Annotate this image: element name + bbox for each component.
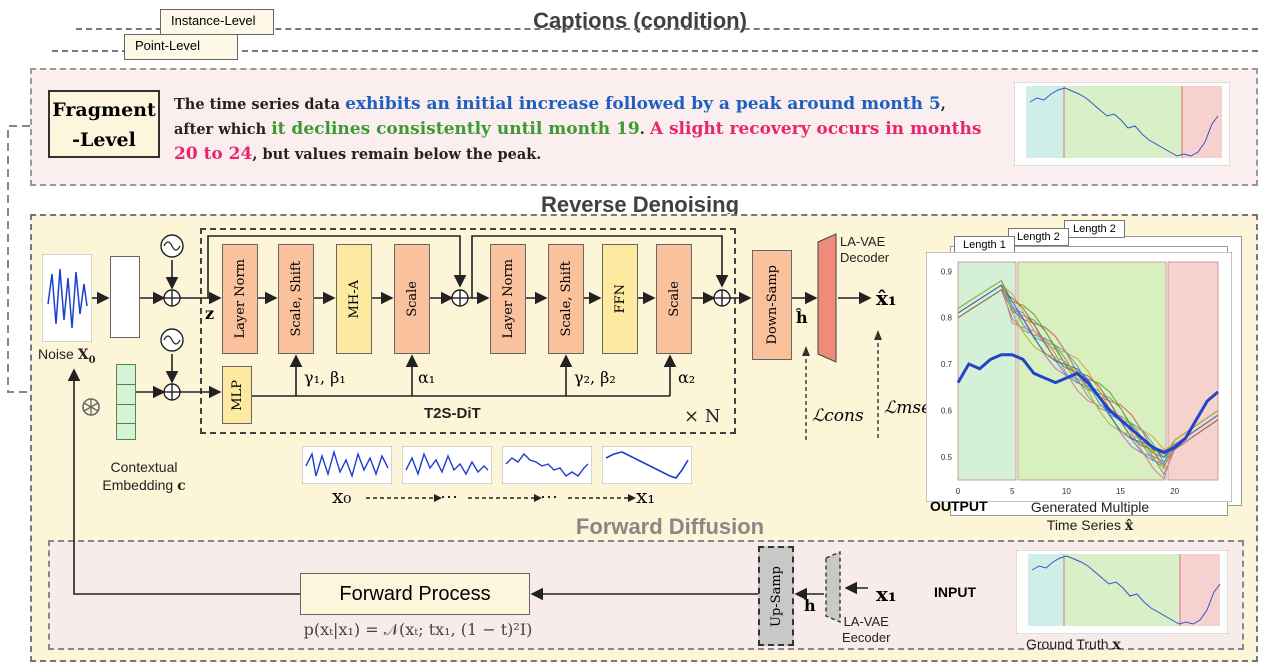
gamma-beta-2-label: γ₂, β₂ [574,368,616,387]
scale-2-block: Scale [656,244,692,354]
scale-shift-1-block: Scale, Shift [278,244,314,354]
point-level-tab: Point-Level [124,34,238,60]
highlighted-series-line [956,353,1219,454]
x0-step-label: x₀ [332,484,352,508]
scale-shift-2-block: Scale, Shift [548,244,584,354]
forward-process-block: Forward Process [300,573,530,615]
contextual-embedding-vector [116,364,136,440]
caption-part-1: The time series data [174,96,346,113]
denoise-thumb-2 [402,446,492,484]
contextual-embedding-label: Contextual Embedding c [102,459,186,494]
noise-label: Noise X0 [38,346,96,366]
x-tick-label: 5 [1010,487,1015,496]
loss-cons-label: ℒcons [812,406,864,426]
length-1-tab: Length 1 [954,236,1015,254]
mlp-block: MLP [222,366,252,424]
y-tick-label: 0.7 [941,360,953,369]
h-label: h [804,596,816,615]
instance-level-line [76,28,1258,30]
generated-series-line [957,284,1219,459]
caption-mini-chart [1014,82,1230,166]
forward-wires [67,368,868,624]
ground-truth-series-line [1031,555,1221,625]
loss-mse-label: ℒmse [884,398,932,418]
length-2b-tab: Length 2 [1064,220,1125,238]
down-samp-block: Down-Samp [752,250,792,360]
x1-step-label: x₁ [636,484,656,508]
denoise-thumb-4 [602,446,692,484]
point-level-line [52,50,1258,52]
alpha-1-label: α₁ [418,368,436,387]
patchify-block [110,256,140,338]
reverse-denoising-title: Reverse Denoising [540,192,740,217]
y-tick-label: 0.6 [941,406,953,415]
caption-series-line [1029,87,1219,157]
alpha-2-label: α₂ [678,368,696,387]
caption-part-6: A slight recovery occurs in months 20 to… [174,119,982,164]
noise-thumbnail [42,254,92,342]
x1-input-label: x₁ [876,582,897,606]
x-tick-label: 15 [1116,487,1125,496]
forward-diffusion-title: Forward Diffusion [575,514,765,539]
ground-truth-chart [1016,550,1228,634]
h-hat-label: ĥ [796,308,808,327]
x-tick-label: 0 [956,487,961,496]
encoder-label: LA-VAE Eecoder [842,614,891,645]
up-samp-block: Up-Samp [758,546,794,646]
openai-icon [82,398,100,416]
denoise-thumb-3 [502,446,592,484]
gamma-beta-1-label: γ₁, β₁ [304,368,346,387]
fragment-level-label: Fragment -Level [48,90,160,158]
caption-part-2: exhibits an initial increase followed by… [345,94,941,114]
x-tick-label: 10 [1062,487,1071,496]
t2s-dit-box [200,228,736,434]
generated-series-label: Generated Multiple Time Series x̂ [1030,499,1150,534]
fragment-level-line2: -Level [72,129,136,151]
generated-series-line [957,289,1219,455]
output-label: OUTPUT [930,498,988,514]
output-chart: 0.9 0.8 0.7 0.6 0.5 0 5 10 15 20 [926,252,1232,502]
z-label: z [205,304,215,323]
reverse-wires [92,233,882,440]
captions-title: Captions (condition) [533,8,747,33]
step-dots-1: ··· [440,486,458,506]
step-arrows [366,494,636,502]
step-dots-2: ··· [540,486,558,506]
scale-1-block: Scale [394,244,430,354]
layer-norm-1-block: Layer Norm [222,244,258,354]
y-tick-label: 0.9 [941,267,953,276]
decoder-label: LA-VAE Decoder [840,234,890,265]
ground-truth-label: Ground Truth x [1026,636,1121,653]
caption-text: The time series data exhibits an initial… [174,92,984,167]
ffn-block: FFN [602,244,638,354]
x1-hat-label: x̂₁ [876,286,897,310]
denoise-thumb-1 [302,446,392,484]
caption-part-4: it declines consistently until month 19 [271,119,640,139]
layer-norm-2-block: Layer Norm [490,244,526,354]
mha-block: MH-A [336,244,372,354]
y-tick-label: 0.8 [941,314,953,323]
instance-level-tab: Instance-Level [160,9,274,35]
length-2a-tab: Length 2 [1008,228,1069,246]
times-n-label: × N [684,406,721,427]
forward-formula: p(xₜ|x₁) = 𝒩(xₜ; tx₁, (1 − t)²I) [303,620,533,639]
y-tick-label: 0.5 [941,453,953,462]
x-tick-label: 20 [1170,487,1179,496]
caption-part-3: , after which [174,96,946,138]
t2s-dit-label: T2S-DiT [424,405,481,422]
fragment-level-line1: Fragment [52,99,156,121]
caption-part-5: . [639,121,650,138]
input-label: INPUT [934,584,976,600]
caption-part-7: , but values remain below the peak. [252,146,542,163]
generated-series-line [957,279,1219,471]
